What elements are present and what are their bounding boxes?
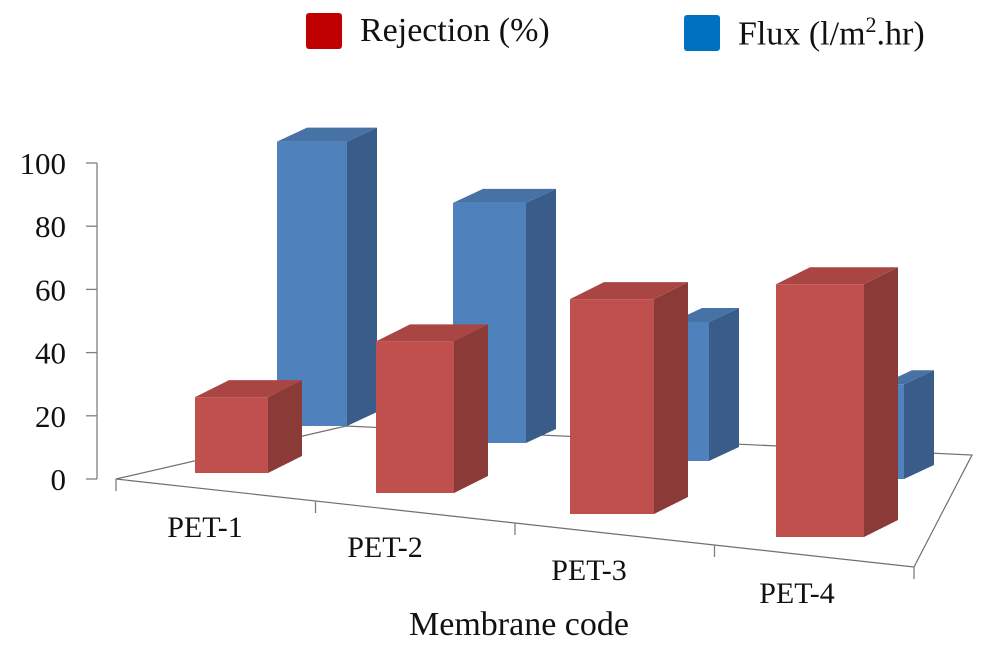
- legend-label-flux-sup: 2: [865, 12, 877, 37]
- rejection-bar-4: [776, 267, 898, 537]
- legend-label-flux: Flux (l/m2.hr): [738, 12, 925, 53]
- rejection-bar-2-front: [376, 341, 454, 493]
- y-tick-label: 60: [35, 272, 66, 307]
- rejection-bar-3-top: [570, 282, 688, 300]
- x-axis-title: Membrane code: [0, 606, 1000, 644]
- flux-bar-2-side: [526, 188, 556, 443]
- flux-bar-4-side: [904, 370, 934, 479]
- rejection-bar-3: [570, 282, 688, 514]
- flux-bar-3-top: [672, 307, 739, 322]
- legend-label-rejection: Rejection (%): [360, 12, 550, 49]
- chart-legend: Rejection (%) Flux (l/m2.hr): [0, 6, 1000, 56]
- rejection-bar-4-front: [776, 284, 864, 537]
- rejection-bar-3-side: [654, 282, 688, 514]
- rejection-bar-3-front: [570, 299, 654, 514]
- rejection-bar-1: [195, 380, 302, 473]
- flux-bar-1-front: [277, 141, 347, 426]
- flux-bar-2-top: [453, 188, 556, 203]
- legend-swatch-rejection: [306, 13, 342, 49]
- flux-bar-1: [277, 127, 377, 426]
- rejection-bar-4-side: [864, 267, 898, 537]
- legend-swatch-flux: [684, 14, 720, 51]
- x-tick-label: PET-1: [167, 511, 243, 544]
- x-tick-label: PET-2: [347, 531, 423, 564]
- legend-label-flux-end: .hr): [876, 15, 925, 53]
- x-axis-title-text: Membrane code: [409, 606, 629, 643]
- flux-bar-1-side: [347, 127, 377, 426]
- legend-item-flux: Flux (l/m2.hr): [684, 12, 925, 53]
- rejection-bar-4-top: [776, 267, 898, 285]
- y-tick-label: 100: [20, 146, 67, 181]
- legend-label-flux-main: Flux (l/m: [738, 15, 866, 53]
- y-tick-label: 80: [35, 209, 66, 244]
- rejection-bar-1-top: [195, 380, 302, 398]
- y-tick-label: 20: [35, 399, 66, 434]
- x-tick-label: PET-3: [551, 554, 627, 587]
- rejection-bar-1-front: [195, 397, 268, 473]
- legend-item-rejection: Rejection (%): [306, 12, 550, 50]
- flux-bar-3-side: [709, 307, 739, 461]
- y-tick-label: 40: [35, 336, 66, 371]
- y-tick-label: 0: [51, 462, 67, 497]
- x-tick-label: PET-4: [759, 577, 835, 610]
- flux-bar-1-top: [277, 127, 377, 142]
- rejection-bar-1-side: [268, 380, 302, 473]
- rejection-bar-2-side: [454, 324, 488, 493]
- rejection-bar-2-top: [376, 324, 488, 342]
- rejection-bar-2: [376, 324, 488, 493]
